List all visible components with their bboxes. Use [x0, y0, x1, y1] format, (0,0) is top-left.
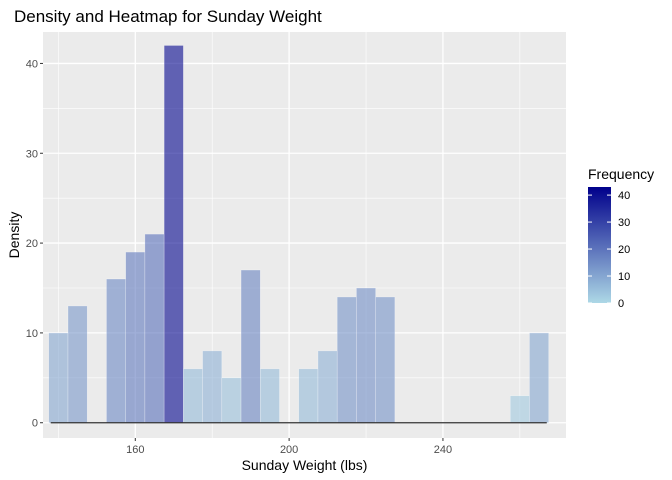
histogram-bar: [67, 305, 88, 423]
y-tick-label: 30: [26, 148, 38, 160]
histogram-bar: [163, 45, 184, 423]
chart-title: Density and Heatmap for Sunday Weight: [14, 7, 322, 26]
histogram-bar: [356, 287, 376, 423]
histogram-bar: [298, 368, 319, 423]
histogram-bar: [221, 377, 242, 423]
histogram-bar: [260, 368, 280, 423]
legend-tick-label: 40: [618, 190, 630, 202]
y-tick-label: 10: [26, 328, 38, 340]
legend-tick-label: 10: [618, 271, 630, 283]
histogram-bar: [144, 233, 165, 423]
histogram-bars: [48, 45, 549, 423]
histogram-bar: [509, 395, 530, 423]
x-tick-label: 160: [126, 444, 144, 456]
legend-tick-label: 30: [618, 217, 630, 229]
histogram-bar: [240, 269, 261, 423]
legend-tick-label: 0: [618, 298, 624, 310]
histogram-bar: [183, 368, 203, 423]
x-axis: 160 200 240: [126, 438, 452, 456]
histogram-bar: [529, 332, 549, 423]
histogram-bar: [317, 350, 338, 423]
frequency-legend: Frequency 0 10 20 30 40: [588, 166, 654, 310]
x-tick-label: 200: [280, 444, 298, 456]
histogram-bar: [202, 350, 223, 423]
legend-tick-label: 20: [618, 244, 630, 256]
legend-ticks: 0 10 20 30 40: [588, 190, 630, 310]
y-axis: 0 10 20 30 40: [26, 58, 43, 430]
y-axis-title: Density: [6, 212, 22, 259]
y-tick-label: 20: [26, 238, 38, 250]
histogram-bar: [48, 332, 69, 423]
x-tick-label: 240: [434, 444, 452, 456]
histogram-bar: [125, 251, 146, 423]
histogram-bar: [336, 296, 357, 423]
y-tick-label: 40: [26, 58, 38, 70]
x-axis-title: Sunday Weight (lbs): [242, 457, 368, 473]
legend-colorbar: [588, 187, 611, 303]
legend-title: Frequency: [588, 166, 654, 182]
minor-gridlines: [43, 32, 566, 438]
histogram-bar: [106, 278, 126, 423]
histogram-bar: [375, 296, 396, 423]
y-tick-label: 0: [32, 418, 38, 430]
